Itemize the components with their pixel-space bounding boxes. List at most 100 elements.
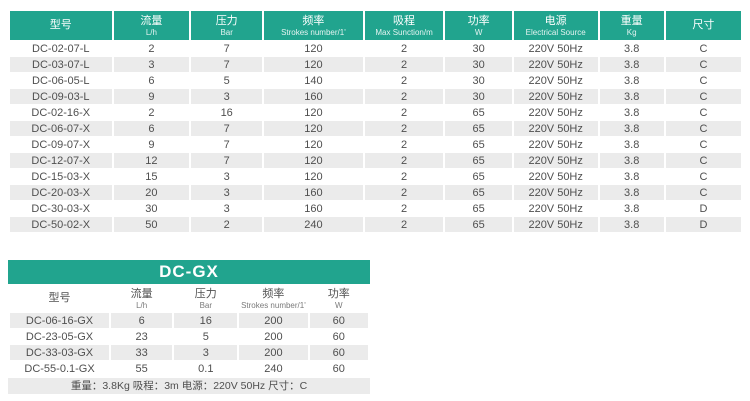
table-cell: DC-30-03-X: [10, 201, 112, 216]
gx-table-header-row: 型号 流量 L/h 压力 Bar 频率 Strokes number/1' 功率 W: [10, 285, 368, 312]
table-cell: 200: [239, 329, 308, 344]
table-cell: C: [665, 121, 741, 136]
table-cell: 30: [445, 41, 512, 56]
table-cell: 20: [113, 185, 190, 200]
table-cell: 30: [445, 57, 512, 72]
table-cell: 220V 50Hz: [513, 217, 598, 232]
table-cell: 3.8: [599, 201, 664, 216]
table-cell: 220V 50Hz: [513, 89, 598, 104]
table-cell: 3.8: [599, 217, 664, 232]
column-header: 压力 Bar: [174, 285, 238, 312]
table-cell: 2: [364, 217, 444, 232]
column-header: 电源 Electrical Source: [513, 11, 598, 40]
column-header-zh: 型号: [49, 19, 72, 31]
table-cell: DC-50-02-X: [10, 217, 112, 232]
table-cell: 220V 50Hz: [513, 137, 598, 152]
column-header-zh: 功率: [327, 287, 350, 300]
column-header-zh: 压力: [215, 14, 238, 27]
table-row: DC-23-05-GX 23 5 200 60: [10, 329, 368, 344]
table-cell: 7: [191, 153, 263, 168]
table-cell: DC-06-16-GX: [10, 313, 110, 328]
table-cell: C: [665, 137, 741, 152]
table-cell: 220V 50Hz: [513, 185, 598, 200]
gx-series-section: DC-GX 型号 流量 L/h 压力 Bar 频率 Strokes number/1' 功率 W…: [8, 260, 370, 394]
main-spec-table: 型号 流量 L/h 压力 Bar 频率 Strokes number/1' 吸程 Max Sun…: [8, 10, 743, 233]
table-cell: 65: [445, 153, 512, 168]
table-cell: 3: [113, 57, 190, 72]
column-header-zh: 功率: [467, 14, 490, 27]
column-header: 频率 Strokes number/1': [239, 285, 308, 312]
table-cell: DC-23-05-GX: [10, 329, 110, 344]
table-cell: 23: [111, 329, 173, 344]
column-header-zh: 流量: [130, 287, 153, 300]
table-cell: 65: [445, 185, 512, 200]
table-cell: D: [665, 217, 741, 232]
table-cell: 240: [264, 217, 363, 232]
table-cell: 2: [364, 185, 444, 200]
table-cell: C: [665, 185, 741, 200]
table-cell: 2: [113, 105, 190, 120]
table-cell: 3.8: [599, 41, 664, 56]
table-cell: 65: [445, 137, 512, 152]
table-cell: 3.8: [599, 57, 664, 72]
table-cell: 65: [445, 121, 512, 136]
table-cell: 7: [191, 137, 263, 152]
column-header: 流量 L/h: [111, 285, 173, 312]
table-cell: 2: [364, 73, 444, 88]
column-header-zh: 电源: [544, 14, 567, 27]
main-table-body: DC-02-07-L 2 7 120 2 30 220V 50Hz 3.8 C DC-03-07-…: [10, 41, 741, 232]
table-cell: 3.8: [599, 73, 664, 88]
table-cell: 3: [191, 185, 263, 200]
table-cell: 30: [445, 89, 512, 104]
column-header-en: Bar: [199, 300, 213, 310]
table-row: DC-02-16-X 2 16 120 2 65 220V 50Hz 3.8 C: [10, 105, 741, 120]
table-cell: 2: [364, 105, 444, 120]
column-header-en: Strokes number/1': [241, 300, 306, 310]
table-row: DC-15-03-X 15 3 120 2 65 220V 50Hz 3.8 C: [10, 169, 741, 184]
table-cell: 240: [239, 361, 308, 376]
table-cell: C: [665, 89, 741, 104]
table-cell: 120: [264, 41, 363, 56]
table-cell: 16: [191, 105, 263, 120]
column-header: 重量 Kg: [599, 11, 664, 40]
column-header-en: W: [474, 27, 483, 37]
table-cell: 2: [364, 57, 444, 72]
table-cell: DC-02-16-X: [10, 105, 112, 120]
table-cell: 60: [309, 361, 368, 376]
table-row: DC-30-03-X 30 3 160 2 65 220V 50Hz 3.8 D: [10, 201, 741, 216]
table-cell: 5: [174, 329, 238, 344]
table-row: DC-06-05-L 6 5 140 2 30 220V 50Hz 3.8 C: [10, 73, 741, 88]
table-cell: 160: [264, 185, 363, 200]
main-table-header-row: 型号 流量 L/h 压力 Bar 频率 Strokes number/1' 吸程 Max Sun…: [10, 11, 741, 40]
column-header-en: L/h: [136, 300, 148, 310]
table-row: DC-20-03-X 20 3 160 2 65 220V 50Hz 3.8 C: [10, 185, 741, 200]
table-cell: 2: [364, 201, 444, 216]
table-cell: 160: [264, 201, 363, 216]
gx-series-banner: DC-GX: [8, 260, 370, 284]
column-header-en: L/h: [145, 27, 157, 37]
table-cell: 2: [364, 169, 444, 184]
table-cell: 3.8: [599, 121, 664, 136]
table-cell: 6: [111, 313, 173, 328]
table-cell: 2: [364, 41, 444, 56]
table-cell: DC-06-07-X: [10, 121, 112, 136]
gx-table-body: DC-06-16-GX 6 16 200 60 DC-23-05-GX 23 5 200 60 DC…: [10, 313, 368, 376]
table-cell: 3: [174, 345, 238, 360]
table-row: DC-02-07-L 2 7 120 2 30 220V 50Hz 3.8 C: [10, 41, 741, 56]
column-header: 功率 W: [445, 11, 512, 40]
column-header: 型号: [10, 11, 112, 40]
table-cell: 2: [364, 121, 444, 136]
column-header-zh: 重量: [620, 14, 643, 27]
table-row: DC-55-0.1-GX 55 0.1 240 60: [10, 361, 368, 376]
table-cell: 2: [364, 153, 444, 168]
table-cell: 120: [264, 137, 363, 152]
table-cell: DC-15-03-X: [10, 169, 112, 184]
column-header: 功率 W: [309, 285, 368, 312]
table-cell: C: [665, 41, 741, 56]
table-cell: 220V 50Hz: [513, 201, 598, 216]
table-cell: 220V 50Hz: [513, 41, 598, 56]
column-header-en: Kg: [626, 27, 637, 37]
gx-footer-text: 重量：3.8Kg 吸程：3m 电源：220V 50Hz 尺寸：C: [70, 380, 308, 392]
table-cell: 0.1: [174, 361, 238, 376]
column-header-zh: 尺寸: [692, 19, 715, 31]
